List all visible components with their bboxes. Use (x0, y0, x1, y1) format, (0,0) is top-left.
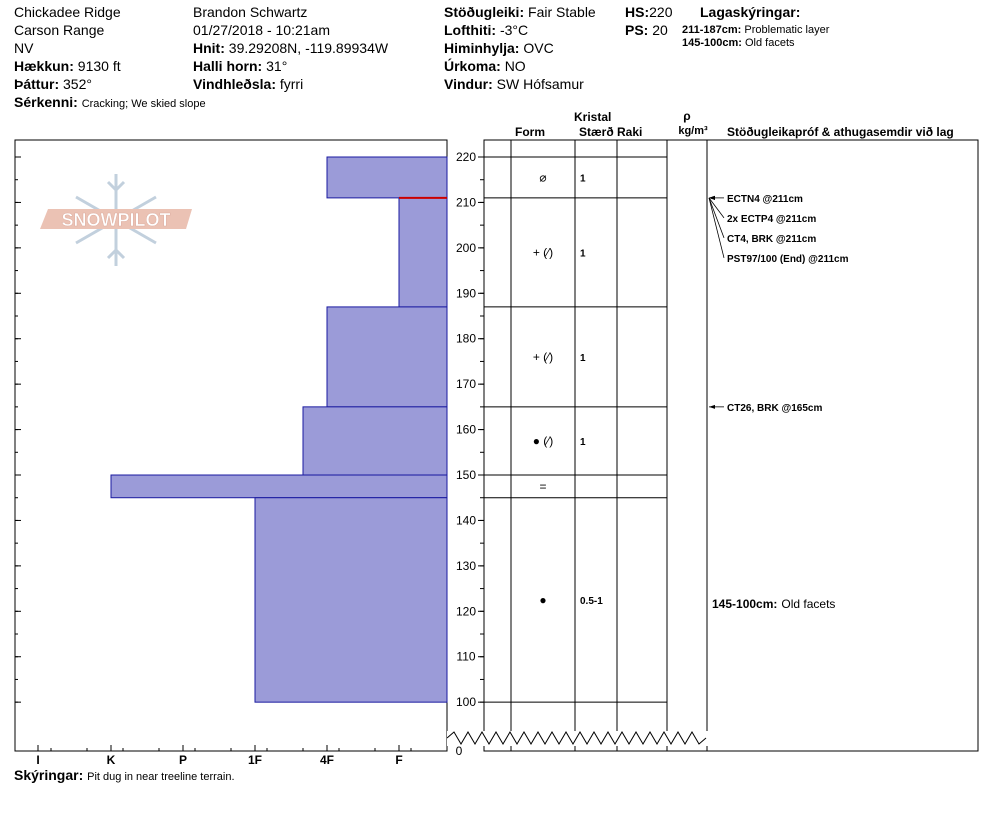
header-form: Form (515, 125, 545, 139)
sky-cover: Himinhylja: OVC (444, 40, 554, 56)
depth-tick-label: 220 (456, 150, 476, 164)
slope-angle: Halli horn: 31° (193, 58, 288, 74)
grain-form: = (539, 479, 546, 493)
air-temp: Lofthiti: -3°C (444, 22, 529, 38)
grain-size: 1 (580, 437, 586, 448)
hardness-tick-label: K (107, 753, 116, 767)
depth-tick-label: 100 (456, 695, 476, 709)
crystal-table-frame (483, 139, 979, 752)
stability-tests: CT26, BRK @165cm ECTN4 @211cm 2x ECTP4 @21… (708, 194, 849, 414)
state-name: NV (14, 40, 34, 56)
legend-item: 211-187cm: Problematic layer (682, 24, 830, 36)
pit-depth: PS: 20 (625, 22, 668, 38)
snow-height: HS:220 (625, 4, 673, 20)
observer-name: Brandon Schwartz (193, 4, 308, 20)
layer-comment: 145-100cm: Old facets (712, 597, 835, 611)
header-col-1: Chickadee Ridge Carson Range NV Hækkun: … (14, 3, 206, 113)
wind-loading: Vindhleðsla: fyrri (193, 76, 304, 92)
hardness-bars (110, 156, 448, 703)
stability-test-label: PST97/100 (End) @211cm (727, 254, 849, 265)
depth-tick-label: 180 (456, 332, 476, 346)
depth-tick-label: 210 (456, 195, 476, 209)
stability: Stöðugleiki: Fair Stable (444, 4, 596, 20)
grain-form: ● (539, 593, 546, 607)
hardness-tick-label: 4F (320, 753, 334, 767)
grain-size: 1 (580, 173, 586, 184)
grain-form: + (⁄) (533, 350, 553, 364)
precipitation: Úrkoma: NO (444, 58, 526, 74)
coordinates: Hnit: 39.29208N, -119.89934W (193, 40, 389, 56)
grain-form: + (⁄) (533, 245, 553, 259)
wind: Vindur: SW Hófsamur (444, 76, 584, 92)
stability-test-label: ECTN4 @211cm (727, 194, 803, 205)
header-crystal: Kristal (574, 110, 611, 124)
aspect: Þáttur: 352° (14, 76, 92, 92)
grain-size: 1 (580, 353, 586, 364)
hardness-tick-label: F (395, 753, 402, 767)
hardness-bar (326, 156, 448, 199)
hardness-axis: I K P 1F 4F F (14, 745, 448, 767)
depth-tick-label: 110 (456, 650, 475, 664)
depth-tick-label: 200 (456, 241, 476, 255)
grain-size: 1 (580, 248, 586, 259)
hardness-bar (326, 306, 448, 408)
depth-tick-label: 150 (456, 468, 476, 482)
depth-axis: 220 210 200 190 180 170 160 150 140 130 120 110 100 (15, 150, 484, 709)
header-size: Stærð (579, 125, 614, 139)
header-rho: ρ (683, 109, 690, 123)
grain-form: ● (⁄) (533, 434, 554, 448)
hardness-tick-label: P (179, 753, 187, 767)
header-col-2: Brandon Schwartz 01/27/2018 - 10:21am Hn… (193, 3, 388, 93)
legend-item: 145-100cm: Old facets (682, 37, 795, 49)
depth-tick-label: 160 (456, 423, 476, 437)
hardness-tick-label: 1F (248, 753, 262, 767)
footer-notes: Skýringar: Pit dug in near treeline terr… (14, 766, 235, 786)
depth-tick-label: 130 (456, 559, 476, 573)
hardness-tick-label: I (36, 753, 39, 767)
footer-text: Pit dug in near treeline terrain. (87, 771, 235, 783)
features: Sérkenni: Cracking; We skied slope (14, 94, 206, 110)
header-tests: Stöðugleikapróf & athugasemdir við lag (727, 125, 954, 139)
depth-tick-label: 170 (456, 377, 476, 391)
depth-tick-label: 120 (456, 604, 476, 618)
stability-test-label: 2x ECTP4 @211cm (727, 214, 816, 225)
header-moisture: Raki (617, 125, 642, 139)
range-name: Carson Range (14, 22, 105, 38)
location-name: Chickadee Ridge (14, 4, 121, 20)
hardness-bar (254, 497, 448, 703)
hardness-bar (398, 197, 448, 308)
elevation: Hækkun: 9130 ft (14, 58, 121, 74)
footer-label: Skýringar: (14, 767, 84, 783)
stability-test-label: CT4, BRK @211cm (727, 234, 816, 245)
logo-banner (40, 209, 192, 229)
crystal-rows: ⌀ 1 + (⁄) 1 + (⁄) 1 ● (⁄) 1 = ● 0.5-1 (484, 156, 667, 703)
observation-datetime: 01/27/2018 - 10:21am (193, 22, 330, 38)
header-col-4: HS:220 PS: 20 (625, 3, 672, 39)
hardness-bar (110, 474, 448, 499)
depth-zero-label: 0 (456, 744, 463, 758)
header-col-3: Stöðugleiki: Fair Stable Lofthiti: -3°C … (444, 3, 596, 93)
logo-text: SNOWPILOT (62, 210, 171, 230)
grain-size: 0.5-1 (580, 596, 603, 607)
depth-tick-label: 140 (456, 513, 476, 527)
depth-tick-label: 190 (456, 286, 476, 300)
grain-form: ⌀ (539, 170, 546, 184)
hardness-bar (302, 406, 448, 476)
legend-title: Lagaskýringar: (700, 4, 801, 20)
axis-break (446, 731, 708, 746)
stability-test-label: CT26, BRK @165cm (727, 403, 822, 414)
snowpilot-logo: SNOWPILOT (40, 174, 192, 266)
header-density-unit: kg/m³ (678, 125, 708, 137)
